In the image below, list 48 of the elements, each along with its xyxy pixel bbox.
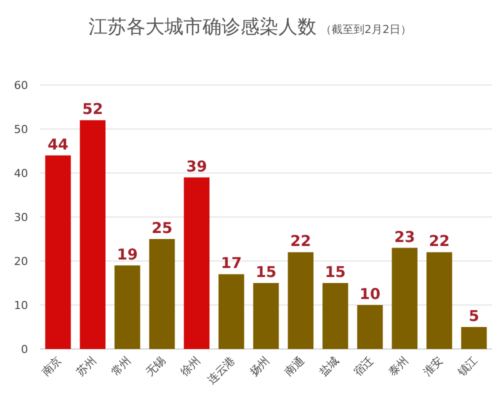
chart-subtitle: （截至到2月2日）	[320, 23, 412, 36]
bar	[288, 252, 314, 349]
x-tick-label: 连云港	[204, 354, 238, 386]
data-label: 15	[256, 263, 276, 281]
data-label: 52	[82, 100, 104, 118]
bar	[114, 265, 140, 349]
x-tick-label: 扬州	[247, 354, 272, 379]
y-tick-label: 30	[14, 211, 28, 224]
x-tick-label: 南京	[39, 354, 64, 379]
y-tick-label: 50	[14, 123, 28, 136]
x-tick-label: 宿迁	[351, 354, 376, 379]
data-label: 17	[220, 254, 242, 272]
x-tick-label: 常州	[108, 354, 134, 379]
bar	[357, 305, 383, 349]
x-tick-label: 泰州	[386, 354, 411, 379]
x-tick-label: 南通	[282, 354, 307, 379]
y-tick-label: 0	[21, 343, 28, 356]
data-label: 44	[48, 135, 68, 154]
data-label: 23	[394, 228, 416, 246]
data-label: 10	[360, 285, 380, 303]
data-label: 25	[152, 219, 172, 237]
x-tick-label: 镇江	[454, 354, 480, 380]
bar	[149, 239, 175, 349]
data-label: 22	[428, 232, 450, 250]
bar	[218, 274, 244, 349]
data-label: 5	[468, 307, 480, 325]
data-label: 15	[324, 263, 346, 281]
data-label: 19	[116, 245, 138, 264]
x-tick-label: 徐州	[178, 354, 203, 379]
x-tick-label: 苏州	[74, 354, 99, 379]
data-label: 22	[290, 232, 312, 250]
bar	[392, 248, 418, 349]
bar	[461, 327, 487, 349]
y-tick-label: 20	[14, 255, 28, 268]
bar	[426, 252, 452, 349]
bar	[45, 155, 71, 349]
bar	[322, 283, 348, 349]
data-label: 39	[186, 157, 208, 176]
bar	[253, 283, 279, 349]
x-tick-label: 无锡	[143, 354, 168, 379]
bar	[80, 120, 106, 349]
chart-title: 江苏各大城市确诊感染人数	[88, 16, 316, 38]
x-tick-label: 盐城	[316, 354, 342, 379]
bar	[184, 177, 210, 349]
y-tick-label: 10	[14, 299, 28, 312]
y-tick-label: 40	[14, 167, 28, 180]
x-tick-label: 淮安	[420, 354, 446, 379]
y-tick-label: 60	[14, 79, 28, 92]
